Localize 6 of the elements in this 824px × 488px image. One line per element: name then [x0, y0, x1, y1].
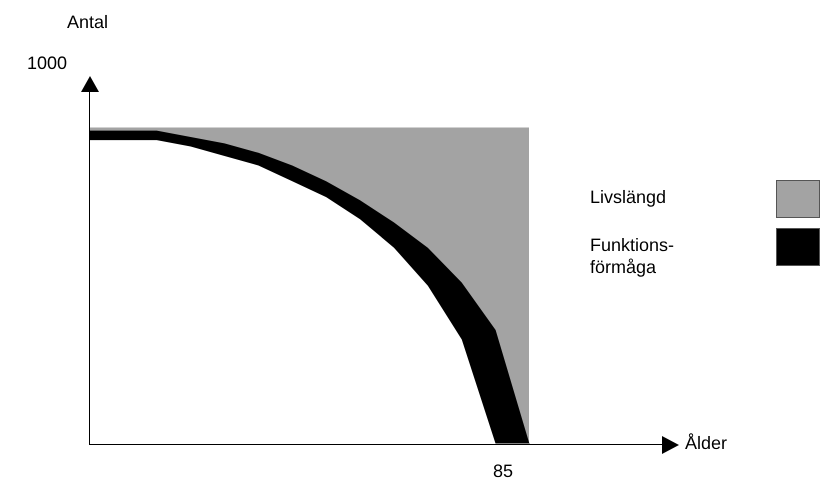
text: Livslängd: [590, 186, 668, 208]
text: Funktions-förmåga: [590, 234, 676, 278]
text: Antal: [67, 12, 108, 33]
text: Ålder: [685, 433, 728, 454]
text: 1000: [26, 53, 67, 74]
text: 85: [493, 461, 514, 482]
